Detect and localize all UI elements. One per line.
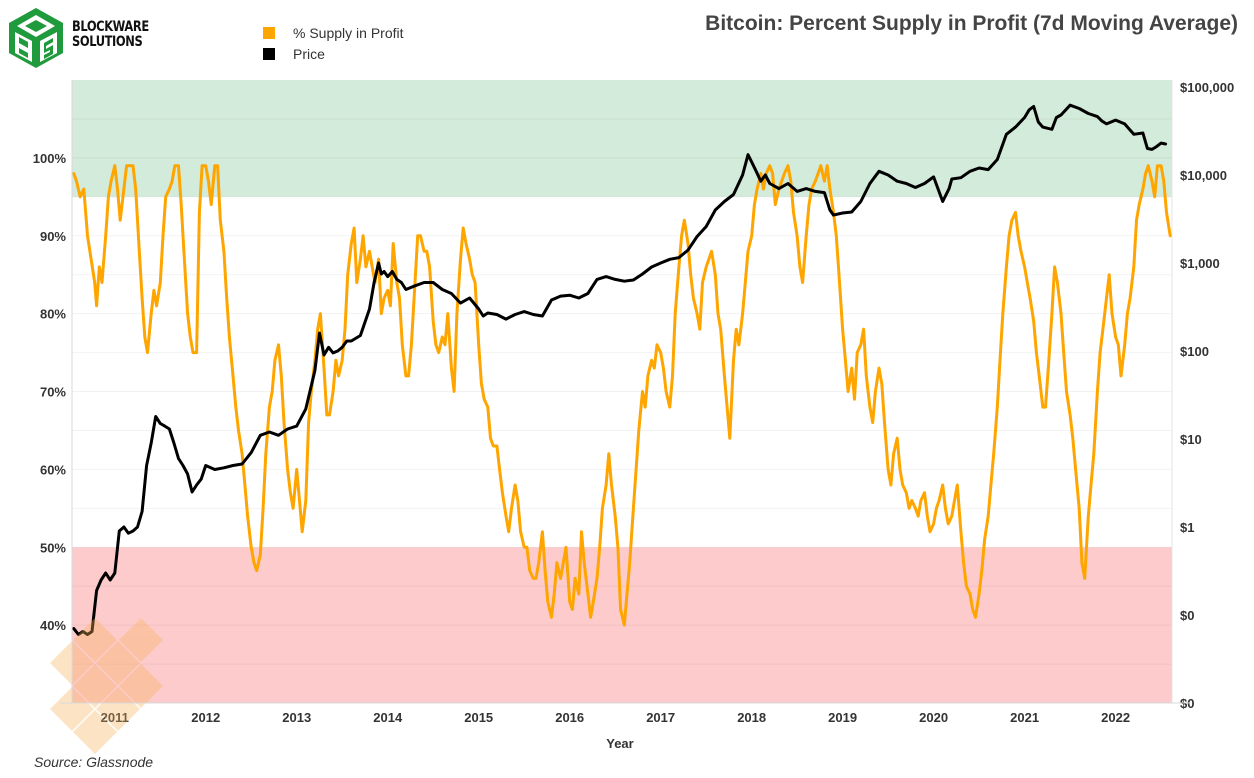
- y2-tick-label: $10: [1180, 432, 1202, 447]
- watermark-tile: [96, 687, 140, 731]
- watermark-logo: [50, 618, 163, 754]
- price-line: [72, 103, 1168, 636]
- red-zone-band: [72, 547, 1172, 703]
- brand-name-line2: SOLUTIONS: [72, 34, 143, 50]
- chart-legend: % Supply in Profit Price: [263, 22, 404, 64]
- legend-swatch-price: [263, 47, 275, 60]
- watermark-tile: [73, 664, 117, 708]
- y-axis-left: 40% 50% 60% 70% 80% 90% 100%: [33, 151, 67, 633]
- brand-name: BLOCKWARE SOLUTIONS: [72, 20, 149, 50]
- y2-tick-label: $10,000: [1180, 168, 1227, 183]
- x-tick-label: 2013: [282, 710, 311, 725]
- legend-item-price: Price: [263, 43, 404, 64]
- supply-in-profit-line: [72, 164, 1172, 627]
- watermark-tile: [73, 710, 117, 754]
- legend-item-supply: % Supply in Profit: [263, 22, 404, 43]
- x-tick-label: 2011: [101, 710, 129, 725]
- y-tick-label: 40%: [40, 618, 66, 633]
- x-tick-label: 2017: [646, 710, 675, 725]
- y-tick-label: 70%: [40, 385, 66, 400]
- x-axis: 2011 2012 2013 2014 2015 2016 2017 2018 2019 2020…: [101, 710, 1130, 725]
- x-tick-label: 2022: [1101, 710, 1130, 725]
- x-tick-label: 2012: [191, 710, 220, 725]
- watermark-tile: [50, 687, 94, 731]
- y2-tick-label: $1: [1180, 520, 1194, 535]
- series-lines: [72, 103, 1172, 636]
- y2-tick-label: $1,000: [1180, 256, 1220, 271]
- y-tick-label: 80%: [40, 307, 66, 322]
- x-tick-label: 2016: [555, 710, 584, 725]
- legend-label-supply: % Supply in Profit: [293, 24, 404, 41]
- x-tick-label: 2020: [919, 710, 948, 725]
- x-tick-label: 2018: [737, 710, 766, 725]
- y-tick-label: 60%: [40, 462, 66, 477]
- watermark-tile: [96, 641, 140, 685]
- brand-logo: BLOCKWARE SOLUTIONS: [6, 6, 166, 70]
- y2-tick-label: $100,000: [1180, 80, 1234, 95]
- y2-tick-label: $0: [1180, 608, 1194, 623]
- y-axis-right: $0$0$1$10$100$1,000$10,000$100,000: [1180, 80, 1234, 711]
- x-tick-label: 2014: [373, 710, 403, 725]
- legend-label-price: Price: [293, 45, 325, 62]
- green-zone-band: [72, 80, 1172, 197]
- x-tick-label: 2021: [1010, 710, 1039, 725]
- brand-name-line1: BLOCKWARE: [72, 19, 149, 35]
- y-tick-label: 90%: [40, 229, 66, 244]
- y-tick-label: 100%: [33, 151, 67, 166]
- y2-tick-label: $100: [1180, 344, 1209, 359]
- background-bands: [72, 80, 1172, 703]
- chart-title: Bitcoin: Percent Supply in Profit (7d Mo…: [705, 12, 1238, 35]
- source-note: Source: Glassnode: [34, 754, 154, 770]
- watermark-tile: [119, 618, 163, 662]
- x-tick-label: 2019: [828, 710, 857, 725]
- watermark-tile: [73, 618, 117, 662]
- legend-swatch-supply: [263, 26, 275, 39]
- x-axis-title: Year: [606, 736, 633, 751]
- y-tick-label: 50%: [40, 540, 66, 555]
- cube-bs-logo-icon: [9, 8, 63, 68]
- watermark-tile: [119, 664, 163, 708]
- x-tick-label: 2015: [464, 710, 493, 725]
